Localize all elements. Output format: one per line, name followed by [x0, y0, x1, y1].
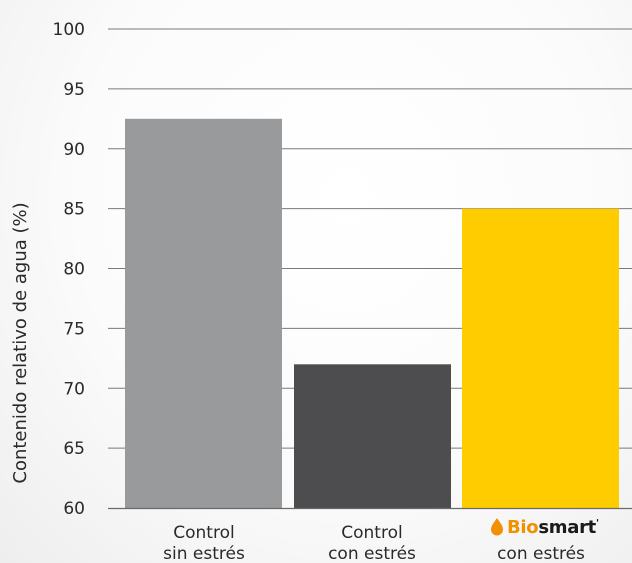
y-tick-label: 95: [63, 80, 85, 100]
y-axis-ticks: 60 65 70 75 80 85 90 95 100: [53, 20, 85, 519]
y-tick-label: 100: [53, 20, 85, 40]
category-label: Biosmart' con estrés: [491, 517, 599, 563]
bar: [462, 208, 619, 508]
y-tick-label: 90: [63, 140, 85, 160]
category-label-line1: Control: [341, 523, 402, 543]
brand-mark: ': [596, 518, 599, 529]
water-drop-icon: [491, 518, 503, 536]
bar: [294, 364, 451, 508]
y-tick-label: 65: [63, 439, 85, 459]
y-axis-label: Contenido relativo de agua (%): [10, 202, 31, 483]
brand-suffix: smart: [538, 517, 596, 538]
bars: [125, 118, 619, 508]
category-label-line2: con estrés: [497, 544, 585, 563]
y-tick-label: 80: [63, 260, 85, 280]
bar: [125, 118, 282, 508]
category-label-line1: Control: [173, 523, 234, 543]
category-label-line2: sin estrés: [163, 544, 245, 563]
brand-logo: Biosmart': [507, 517, 599, 538]
y-tick-label: 85: [63, 200, 85, 220]
y-tick-label: 70: [63, 379, 85, 399]
y-tick-label: 75: [63, 319, 85, 339]
y-tick-label: 60: [63, 499, 85, 519]
category-label-line2: con estrés: [328, 544, 416, 563]
brand-prefix: Bio: [507, 517, 538, 538]
